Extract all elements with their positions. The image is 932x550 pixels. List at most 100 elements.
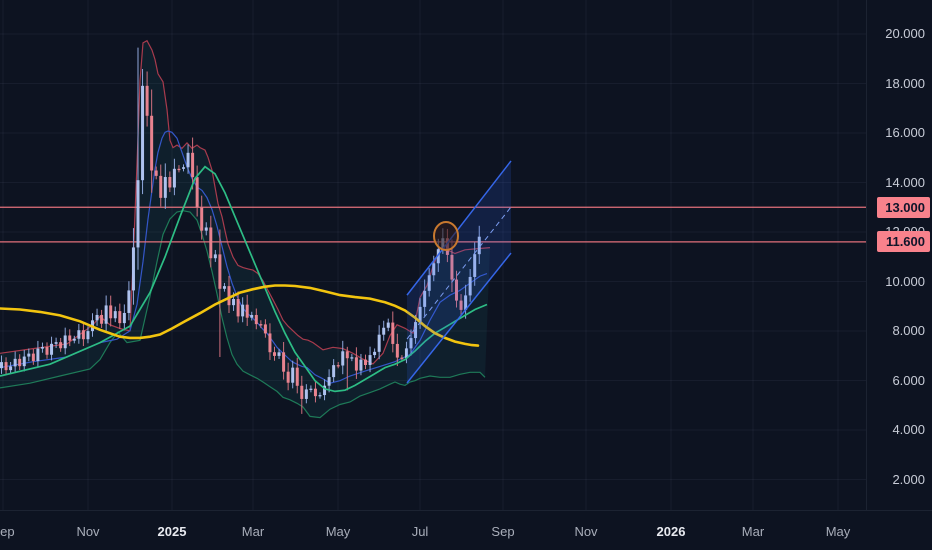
candle-body	[273, 352, 276, 356]
candle-body	[382, 327, 386, 335]
candle-body	[22, 356, 26, 367]
candle-body	[227, 286, 231, 306]
candle-body	[368, 355, 372, 366]
candle-body	[291, 367, 295, 383]
sma-line	[0, 284, 480, 347]
candle-body	[40, 347, 44, 349]
candle-body	[104, 305, 108, 324]
candle-body	[427, 275, 431, 291]
candle-body	[359, 359, 363, 371]
channel-fill	[407, 161, 511, 383]
price-tick-label: 18.000	[885, 75, 925, 91]
candle-body	[263, 324, 267, 334]
candle-body	[195, 177, 199, 208]
candle-body	[36, 348, 40, 361]
time-tick-label: Sep	[0, 524, 15, 539]
candle-body	[286, 371, 290, 383]
price-chart-canvas[interactable]	[0, 0, 866, 510]
candle-body	[109, 305, 113, 319]
channel-bottom-rail[interactable]	[406, 252, 512, 384]
candle-body	[172, 168, 176, 188]
candle-body	[436, 249, 440, 264]
candle-body	[218, 254, 222, 289]
candle-body	[59, 342, 63, 349]
candle-body	[459, 300, 463, 310]
candle-body	[154, 170, 158, 176]
candle-body	[400, 357, 404, 359]
time-tick-label: 2026	[656, 524, 686, 539]
channel-top-rail[interactable]	[406, 160, 512, 296]
candle-body	[341, 351, 345, 366]
time-tick-label: Mar	[741, 524, 765, 539]
candle-body	[241, 304, 245, 317]
price-tick-label: 20.000	[885, 26, 925, 41]
candle-body	[350, 357, 354, 359]
candle-body	[300, 385, 304, 399]
candle-body	[309, 388, 313, 390]
bollinger-basis-line	[0, 130, 488, 384]
candle-body	[250, 314, 254, 318]
price-tick-label: 14.000	[885, 174, 925, 190]
candle-body	[409, 338, 413, 349]
candle-body	[50, 343, 54, 355]
candle-body	[81, 330, 85, 340]
time-tick-label: Mar	[241, 524, 265, 539]
candle-body	[186, 152, 190, 168]
candle-body	[323, 385, 327, 396]
candle-body	[0, 362, 3, 369]
candle-body	[254, 314, 258, 325]
candle-body	[86, 331, 90, 340]
candle-body	[336, 365, 340, 367]
candle-body	[141, 85, 145, 181]
ema-line	[0, 165, 488, 393]
candle-body	[304, 389, 308, 399]
price-line-label-11.600[interactable]: 11.600	[877, 231, 930, 253]
candle-body	[131, 247, 135, 291]
candle-body	[54, 342, 58, 344]
time-tick-label: 2025	[157, 524, 187, 539]
price-tick-label: 10.000	[885, 273, 925, 289]
channel-midline[interactable]	[406, 206, 512, 340]
candle-body	[450, 254, 454, 280]
parallel-channel-drawing[interactable]	[406, 160, 512, 384]
candle-body	[318, 395, 322, 397]
price-tick-label: 2.000	[892, 471, 925, 487]
ellipse-marker[interactable]	[433, 220, 459, 251]
candlestick-series	[0, 47, 481, 414]
candle-body	[473, 254, 477, 277]
time-tick-label: Sep	[491, 524, 515, 539]
price-axis[interactable]: 20.00018.00016.00014.00012.00010.0008.00…	[866, 0, 932, 510]
candle-body	[236, 299, 240, 317]
bollinger-lower-line	[0, 210, 486, 419]
candle-body	[72, 338, 76, 341]
candle-body	[191, 152, 195, 178]
candle-body	[245, 304, 249, 318]
candle-body	[213, 254, 217, 259]
candle-body	[418, 306, 422, 323]
candle-body	[295, 367, 299, 386]
candle-body	[31, 353, 35, 361]
price-tick-label: 6.000	[892, 372, 925, 388]
candle-body	[209, 227, 213, 259]
gridlines	[0, 0, 866, 510]
candle-body	[327, 377, 331, 386]
plot-background	[0, 0, 866, 510]
price-tick-label: 16.000	[885, 125, 925, 140]
candle-body	[364, 359, 367, 366]
candle-body	[222, 286, 226, 289]
time-tick-label: Nov	[76, 524, 100, 539]
price-line-label-13.000[interactable]: 13.000	[877, 196, 930, 218]
candle-body	[277, 352, 281, 356]
candle-body	[100, 314, 104, 324]
candle-body	[313, 388, 317, 397]
candle-body	[268, 333, 272, 353]
time-axis[interactable]: Sep Nov 2025 Mar May Jul Sep Nov 2026 Mar May	[0, 510, 932, 550]
candle-body	[182, 167, 185, 169]
candle-body	[150, 115, 154, 171]
candle-body	[373, 351, 377, 356]
candle-body	[4, 362, 8, 371]
candle-body	[45, 347, 49, 355]
time-tick-label: Nov	[574, 524, 598, 539]
candle-body	[122, 312, 126, 324]
